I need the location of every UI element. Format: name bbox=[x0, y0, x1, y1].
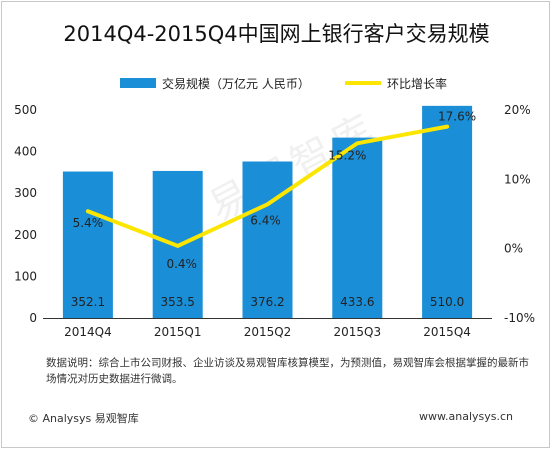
line-value-label-0: 5.4% bbox=[73, 216, 104, 230]
bar-value-label-2: 376.2 bbox=[250, 295, 284, 309]
x-tick-label-1: 2015Q1 bbox=[154, 325, 202, 339]
legend-bar: 交易规模（万亿元 人民币） bbox=[120, 75, 310, 91]
y-left-tick-label-5: 500 bbox=[14, 103, 37, 117]
x-tick-label-4: 2015Q4 bbox=[423, 325, 471, 339]
line-value-label-2: 6.4% bbox=[250, 213, 281, 227]
x-tick-label-0: 2014Q4 bbox=[64, 325, 112, 339]
legend-bar-swatch bbox=[120, 78, 156, 88]
legend-line-label: 环比增长率 bbox=[387, 76, 448, 91]
bar-value-label-3: 433.6 bbox=[340, 295, 374, 309]
growth-rate-line bbox=[85, 124, 450, 248]
chart-title: 2014Q4-2015Q4中国网上银行客户交易规模 bbox=[63, 22, 490, 46]
bar-value-label-4: 510.0 bbox=[430, 295, 464, 309]
bar-value-label-0: 352.1 bbox=[71, 295, 105, 309]
bar-value-label-1: 353.5 bbox=[161, 295, 195, 309]
legend-bar-label: 交易规模（万亿元 人民币） bbox=[162, 76, 310, 91]
y-right-tick-label-0: -10% bbox=[504, 311, 535, 325]
y-right-tick-label-2: 10% bbox=[504, 172, 531, 186]
legend-line-swatch bbox=[345, 81, 381, 85]
line-value-label-1: 0.4% bbox=[166, 257, 197, 271]
bar-2015Q3 bbox=[332, 137, 383, 318]
data-note: 数据说明：综合上市公司财报、企业访谈及易观智库核算模型，为预测值，易观智库会根据… bbox=[46, 357, 529, 385]
y-left-tick-label-3: 300 bbox=[14, 186, 37, 200]
y-left-tick-label-2: 200 bbox=[14, 228, 37, 242]
y-left-tick-label-1: 100 bbox=[14, 269, 37, 283]
x-tick-label-3: 2015Q3 bbox=[333, 325, 381, 339]
footer-copyright: © Analysys 易观智库 bbox=[28, 412, 139, 425]
legend-line: 环比增长率 bbox=[345, 75, 447, 91]
x-tick-label-2: 2015Q2 bbox=[244, 325, 292, 339]
line-value-label-4: 17.6% bbox=[438, 110, 476, 124]
y-left-tick-label-4: 400 bbox=[14, 145, 37, 159]
footer-website: www.analysys.cn bbox=[419, 410, 513, 423]
y-right-tick-label-1: 0% bbox=[504, 242, 523, 256]
y-left-tick-label-0: 0 bbox=[29, 311, 37, 325]
bar-2014Q4 bbox=[62, 171, 113, 318]
bar-2015Q4 bbox=[422, 105, 473, 318]
line-value-label-3: 15.2% bbox=[328, 148, 366, 162]
bar-2015Q2 bbox=[242, 161, 293, 318]
y-right-tick-label-3: 20% bbox=[504, 103, 531, 117]
